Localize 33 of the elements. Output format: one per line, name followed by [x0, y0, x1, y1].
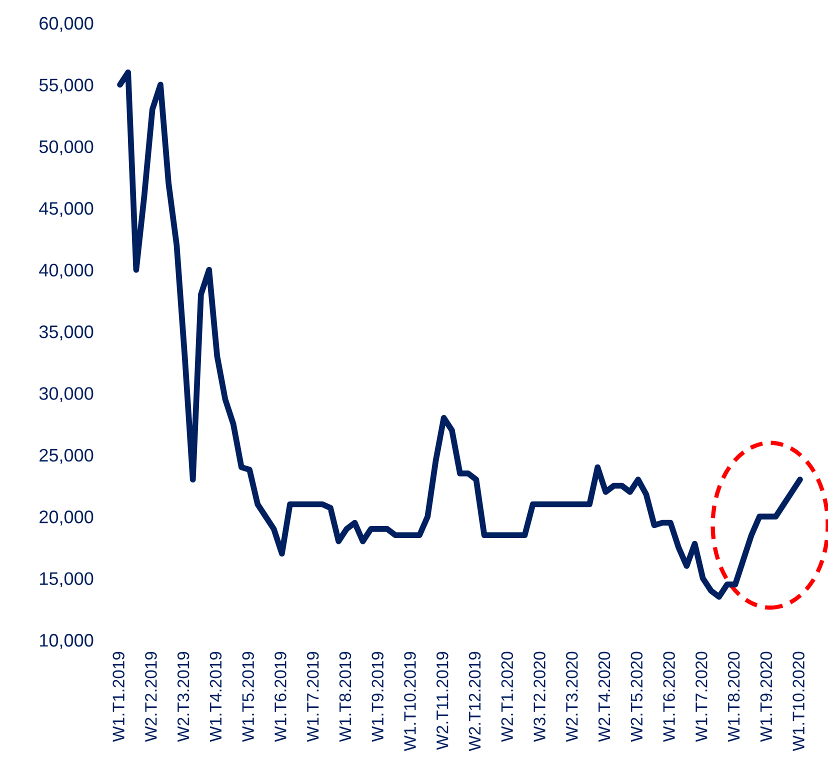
x-tick-label: W2.T3.2020 [566, 652, 578, 742]
y-tick-label: 30,000 [39, 387, 94, 402]
x-tick-label: W2.T1.2020 [501, 652, 514, 742]
x-tick-label: W1.T5.2019 [242, 652, 254, 742]
x-tick-label: W2.T2.2019 [145, 652, 157, 742]
y-tick-label: 35,000 [39, 325, 94, 340]
x-tick-label: W2.T11.2019 [436, 652, 448, 750]
y-tick-label: 55,000 [39, 78, 94, 94]
y-tick-label: 15,000 [40, 572, 94, 588]
x-tick-label: W1.T6.2019 [274, 652, 286, 742]
x-tick-label: W1.T1.2019 [112, 652, 124, 742]
x-tick-label: W1.T9.2020 [760, 652, 772, 742]
y-tick-label: 45,000 [39, 202, 94, 217]
y-tick-label: 10,000 [40, 634, 94, 649]
x-tick-label: W1.T10.2020 [792, 652, 804, 752]
x-tick-label: W1.T9.2019 [372, 652, 384, 742]
x-tick-label: W2.T12.2019 [468, 652, 481, 752]
x-tick-label: W1.T7.2019 [306, 652, 319, 742]
x-tick-label: W2.T4.2020 [598, 652, 610, 742]
x-tick-label: W2.T3.2019 [177, 652, 190, 742]
y-tick-label: 40,000 [39, 264, 94, 279]
y-tick-label: 20,000 [40, 510, 94, 526]
y-tick-label: 25,000 [40, 448, 94, 464]
y-tick-label: 50,000 [39, 140, 94, 156]
x-tick-label: W1.T8.2019 [339, 652, 352, 742]
x-tick-label: W1.T4.2019 [210, 652, 222, 742]
y-tick-label: 60,000 [40, 16, 94, 32]
x-tick-label: W2.T5.2020 [630, 652, 643, 742]
x-tick-label: W3.T2.2020 [534, 652, 546, 742]
x-tick-label: W1.T8.2020 [728, 652, 740, 742]
x-tick-label: W1.T6.2020 [663, 652, 675, 742]
x-tick-label: W1.T7.2020 [696, 652, 708, 742]
x-tick-label: W1.T10.2019 [404, 652, 416, 752]
